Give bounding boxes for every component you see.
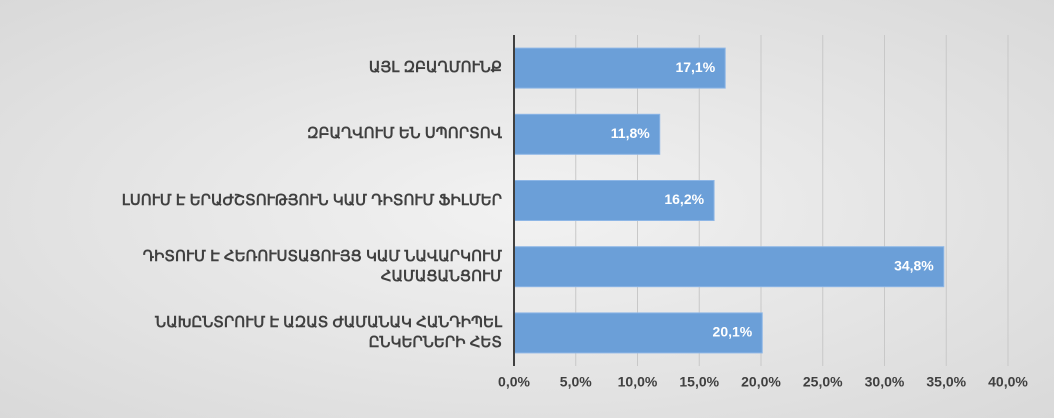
bar <box>513 47 726 89</box>
bar <box>513 246 945 288</box>
category-label: ԶԲԱՂՎՈՒՄ ԵՆ ՍՊՈՐՏՈՎ <box>306 125 502 143</box>
x-tick-label: 0,0% <box>498 374 530 390</box>
bar <box>513 113 661 155</box>
data-label: 34,8% <box>894 257 934 273</box>
category-label: ՆԱԽԸՆՏՐՈՒՄ Է ԱԶԱՏ ԺԱՄԱՆԱԿ ՀԱՆԴԻՊԵԼ ԸՆԿԵՐ… <box>155 313 502 351</box>
x-tick-label: 5,0% <box>560 374 592 390</box>
x-tick-label: 10,0% <box>618 374 658 390</box>
category-label: ԱՅԼ ԶԲԱՂՄՈՒՆՔ <box>368 59 502 77</box>
x-tick-label: 25,0% <box>803 374 843 390</box>
x-tick-label: 40,0% <box>988 374 1028 390</box>
data-label: 16,2% <box>664 191 704 207</box>
bar <box>513 312 763 354</box>
x-tick-label: 15,0% <box>679 374 719 390</box>
category-label: ԴԻՏՈՒՄ Է ՀԵՌՈՒՍՏԱՑՈՒՅՑ ԿԱՄ ՆԱՎԱՐԿՈՒՄ ՀԱՄ… <box>142 247 502 285</box>
data-label: 20,1% <box>713 324 753 340</box>
category-label: ԼՍՈՒՄ Է ԵՐԱԺՇՏՈՒԹՅՈՒՆ ԿԱՄ ԴԻՏՈՒՄ ՖԻԼՄԵՐ <box>121 191 502 209</box>
x-tick-label: 30,0% <box>865 374 905 390</box>
data-label: 17,1% <box>675 59 715 75</box>
bar <box>513 180 715 221</box>
x-tick-label: 35,0% <box>926 374 966 390</box>
data-label: 11,8% <box>611 125 650 141</box>
x-tick-label: 20,0% <box>741 374 781 390</box>
